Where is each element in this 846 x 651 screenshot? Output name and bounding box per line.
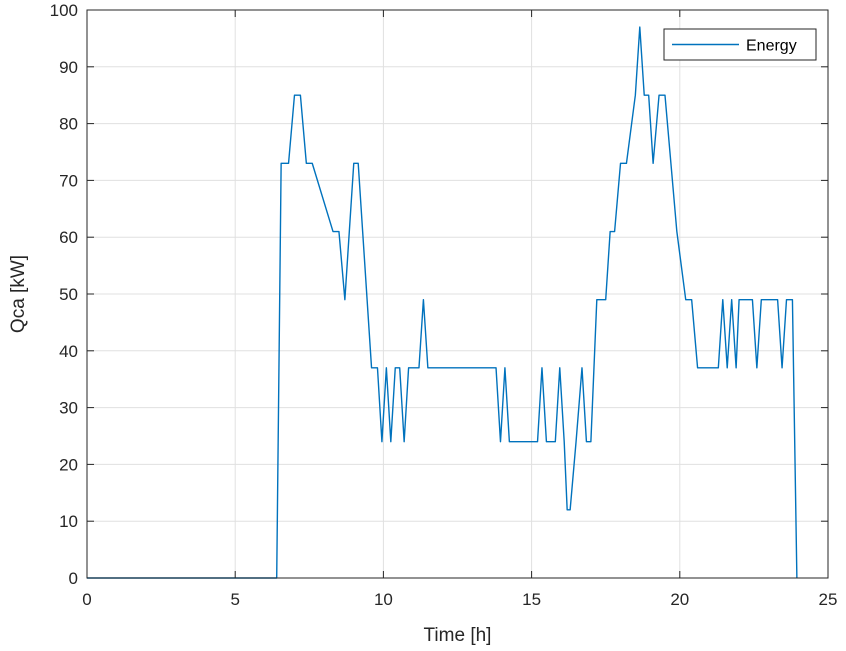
legend: Energy bbox=[663, 28, 817, 61]
y-tick-label: 80 bbox=[59, 115, 78, 134]
tick-labels: 0 5 10 15 20 25 0 10 20 30 40 50 60 70 80 90 100 bbox=[50, 1, 838, 609]
legend-label-energy: Energy bbox=[746, 38, 797, 55]
y-tick-label: 60 bbox=[59, 228, 78, 247]
x-axis-label: Time [h] bbox=[424, 625, 492, 646]
y-tick-label: 20 bbox=[59, 455, 78, 474]
y-tick-label: 10 bbox=[59, 512, 78, 531]
x-tick-label: 5 bbox=[230, 590, 239, 609]
legend-box bbox=[663, 28, 817, 61]
y-tick-label: 30 bbox=[59, 399, 78, 418]
x-tick-label: 25 bbox=[819, 590, 838, 609]
y-tick-label: 90 bbox=[59, 58, 78, 77]
axis-ticks bbox=[86, 9, 829, 579]
y-tick-label: 70 bbox=[59, 171, 78, 190]
x-tick-label: 0 bbox=[82, 590, 91, 609]
series-line-energy bbox=[87, 26, 798, 579]
y-axis-label: Qca [kW] bbox=[8, 255, 29, 333]
series-layer bbox=[87, 26, 798, 579]
grid-lines bbox=[87, 10, 828, 578]
y-tick-label: 100 bbox=[50, 1, 78, 20]
y-tick-label: 50 bbox=[59, 285, 78, 304]
x-tick-label: 10 bbox=[374, 590, 393, 609]
y-tick-label: 0 bbox=[69, 569, 78, 588]
x-tick-label: 15 bbox=[522, 590, 541, 609]
x-tick-label: 20 bbox=[670, 590, 689, 609]
y-tick-label: 40 bbox=[59, 342, 78, 361]
